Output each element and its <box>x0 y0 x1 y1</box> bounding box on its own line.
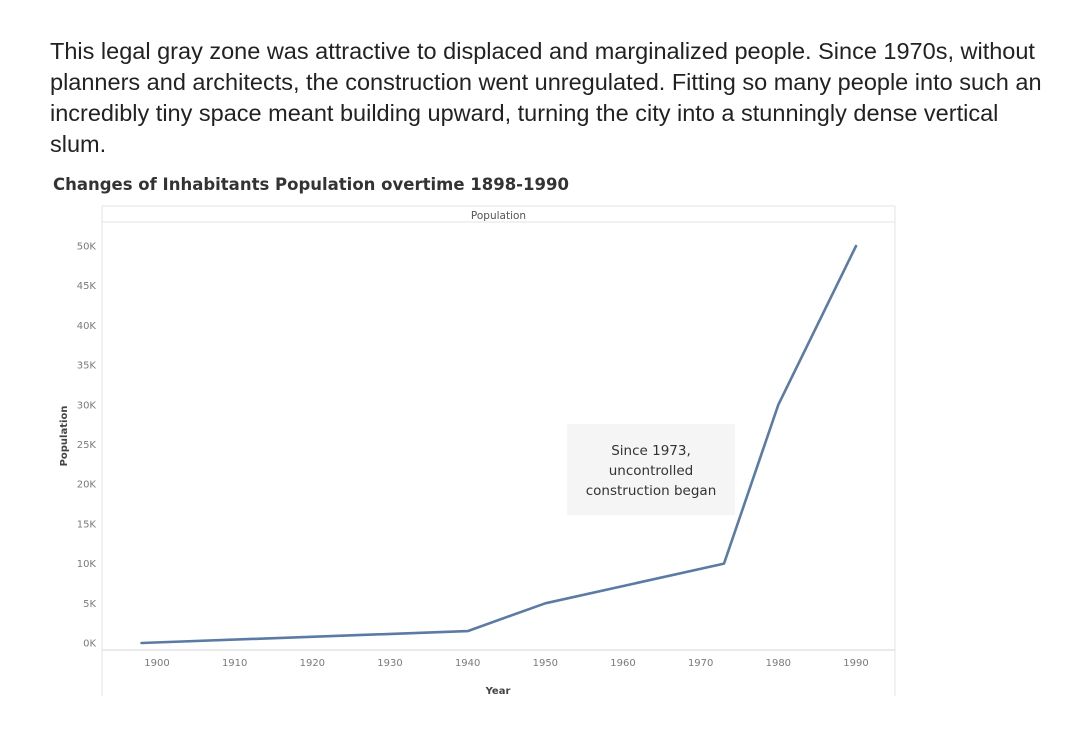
annotation-group: Since 1973, uncontrolled construction bega… <box>567 424 735 515</box>
x-tick-label: 1930 <box>377 658 402 669</box>
x-axis-title: Year <box>485 686 511 697</box>
series-layer <box>140 244 858 645</box>
x-tick-label: 1940 <box>455 658 480 669</box>
y-tick-label: 25K <box>77 440 97 451</box>
annotation-box <box>567 424 735 515</box>
x-tick-label: 1990 <box>843 658 868 669</box>
y-tick-label: 20K <box>77 480 97 491</box>
x-tick-label: 1980 <box>766 658 791 669</box>
x-tick-label: 1910 <box>222 658 247 669</box>
y-tick-label: 50K <box>77 242 97 253</box>
x-tick-label: 1900 <box>144 658 169 669</box>
y-axis-ticks: 0K 5K 10K 15K 20K 25K 30K 35K 40K 45K 50K <box>77 242 97 650</box>
y-tick-label: 5K <box>83 599 96 610</box>
x-tick-label: 1970 <box>688 658 713 669</box>
y-tick-label: 15K <box>77 519 97 530</box>
x-tick-label: 1960 <box>610 658 635 669</box>
x-axis-ticks: 1900 1910 1920 1930 1940 1950 1960 1970 1980 1990 <box>144 658 868 669</box>
y-tick-label: 10K <box>77 559 97 570</box>
chart-title: Changes of Inhabitants Population overti… <box>53 175 569 194</box>
annotation-text: uncontrolled <box>609 463 694 479</box>
x-tick-label: 1950 <box>533 658 558 669</box>
annotation-text: Since 1973, <box>611 443 691 459</box>
y-axis-title: Population <box>59 406 70 467</box>
header-population-label: Population <box>471 210 526 222</box>
chart-frame <box>101 205 896 696</box>
intro-paragraph: This legal gray zone was attractive to d… <box>50 38 1042 157</box>
annotation-text: construction began <box>586 483 717 499</box>
y-tick-label: 45K <box>77 281 97 292</box>
series-line <box>140 244 858 645</box>
plot-background <box>102 206 895 696</box>
x-tick-label: 1920 <box>300 658 325 669</box>
y-tick-label: 30K <box>77 400 97 411</box>
y-tick-label: 0K <box>83 639 96 650</box>
y-tick-label: 40K <box>77 321 97 332</box>
y-tick-label: 35K <box>77 361 97 372</box>
